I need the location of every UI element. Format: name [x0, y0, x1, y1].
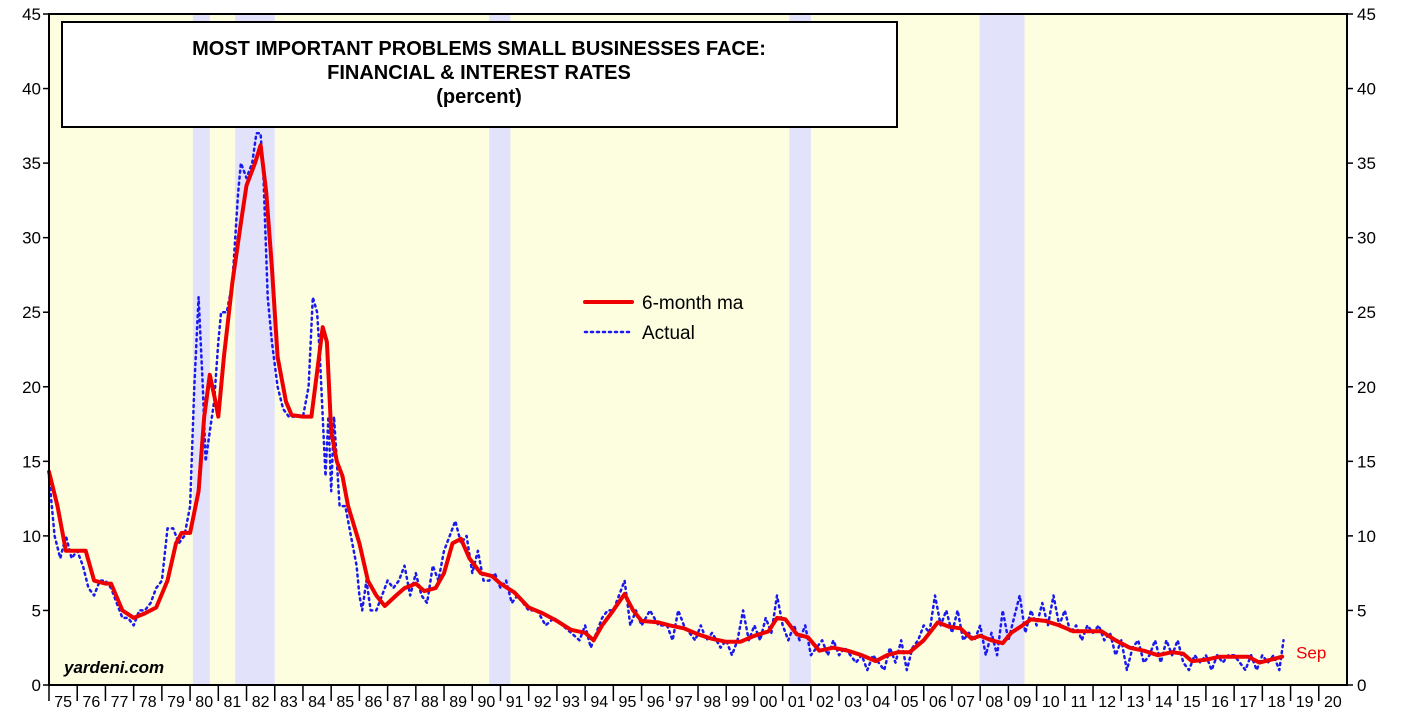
x-tick-label: 75 — [54, 694, 72, 711]
x-tick-label: 14 — [1155, 694, 1173, 711]
x-tick-label: 01 — [788, 694, 806, 711]
x-tick-label: 93 — [562, 694, 580, 711]
y2-tick-label: 20 — [1357, 378, 1376, 397]
y2-tick-label: 5 — [1357, 601, 1366, 620]
x-tick-label: 88 — [421, 694, 439, 711]
x-tick-label: 02 — [816, 694, 834, 711]
x-tick-label: 80 — [195, 694, 213, 711]
x-tick-label: 98 — [703, 694, 721, 711]
x-tick-label: 85 — [336, 694, 354, 711]
x-tick-label: 13 — [1126, 694, 1144, 711]
x-tick-label: 78 — [139, 694, 157, 711]
x-tick-label: 84 — [308, 694, 326, 711]
x-tick-label: 05 — [901, 694, 919, 711]
legend-label: Actual — [642, 323, 695, 344]
legend-label: 6-month ma — [642, 293, 744, 314]
x-tick-label: 12 — [1098, 694, 1116, 711]
y2-tick-label: 25 — [1357, 303, 1376, 322]
y2-tick-label: 15 — [1357, 452, 1376, 471]
plot-frame — [48, 13, 1348, 686]
chart-title: FINANCIAL & INTEREST RATES — [327, 62, 631, 84]
y-tick-label: 0 — [32, 676, 41, 695]
series-line — [47, 143, 1285, 665]
chart-title: (percent) — [436, 86, 522, 108]
x-tick-label: 89 — [449, 694, 467, 711]
x-tick-label: 82 — [252, 694, 270, 711]
recession-band — [789, 14, 811, 685]
x-tick-label: 94 — [590, 694, 608, 711]
y2-tick-label: 35 — [1357, 154, 1376, 173]
x-tick-label: 81 — [224, 694, 242, 711]
x-tick-label: 09 — [1014, 694, 1032, 711]
x-tick-label: 91 — [506, 694, 524, 711]
x-tick-label: 04 — [873, 694, 891, 711]
x-tick-label: 90 — [477, 694, 495, 711]
chart-title: MOST IMPORTANT PROBLEMS SMALL BUSINESSES… — [192, 38, 766, 60]
x-tick-label: 76 — [82, 694, 100, 711]
recession-band — [489, 14, 511, 685]
x-tick-label: 87 — [393, 694, 411, 711]
x-tick-label: 15 — [1183, 694, 1201, 711]
y2-tick-label: 10 — [1357, 527, 1376, 546]
x-tick-label: 06 — [929, 694, 947, 711]
title-box — [61, 21, 898, 128]
annotation: Sep — [1296, 644, 1326, 663]
x-tick-label: 07 — [957, 694, 975, 711]
y2-tick-label: 30 — [1357, 229, 1376, 248]
y-tick-label: 10 — [22, 527, 41, 546]
x-tick-label: 19 — [1296, 694, 1314, 711]
x-tick-label: 16 — [1211, 694, 1229, 711]
x-tick-label: 86 — [365, 694, 383, 711]
x-tick-label: 97 — [675, 694, 693, 711]
y-tick-label: 15 — [22, 452, 41, 471]
y-tick-label: 25 — [22, 303, 41, 322]
y-tick-label: 20 — [22, 378, 41, 397]
x-tick-label: 17 — [1239, 694, 1257, 711]
x-tick-label: 96 — [647, 694, 665, 711]
x-tick-label: 08 — [985, 694, 1003, 711]
y-tick-label: 30 — [22, 229, 41, 248]
y2-tick-label: 45 — [1357, 5, 1376, 24]
y-tick-label: 5 — [32, 601, 41, 620]
y2-tick-label: 0 — [1357, 676, 1366, 695]
y-tick-label: 40 — [22, 80, 41, 99]
x-tick-label: 83 — [280, 694, 298, 711]
x-tick-label: 00 — [760, 694, 778, 711]
y-tick-label: 35 — [22, 154, 41, 173]
x-tick-label: 99 — [731, 694, 749, 711]
recession-band — [979, 14, 1025, 685]
y2-tick-label: 40 — [1357, 80, 1376, 99]
x-tick-label: 92 — [534, 694, 552, 711]
x-tick-label: 77 — [111, 694, 129, 711]
x-tick-label: 11 — [1071, 694, 1088, 711]
y-tick-label: 45 — [22, 5, 41, 24]
x-tick-label: 03 — [844, 694, 862, 711]
x-tick-label: 95 — [619, 694, 637, 711]
series-line — [47, 132, 1285, 672]
x-tick-label: 20 — [1324, 694, 1342, 711]
x-tick-label: 18 — [1268, 694, 1286, 711]
x-tick-label: 10 — [1042, 694, 1060, 711]
source: yardeni.com — [63, 658, 164, 677]
x-tick-label: 79 — [167, 694, 185, 711]
